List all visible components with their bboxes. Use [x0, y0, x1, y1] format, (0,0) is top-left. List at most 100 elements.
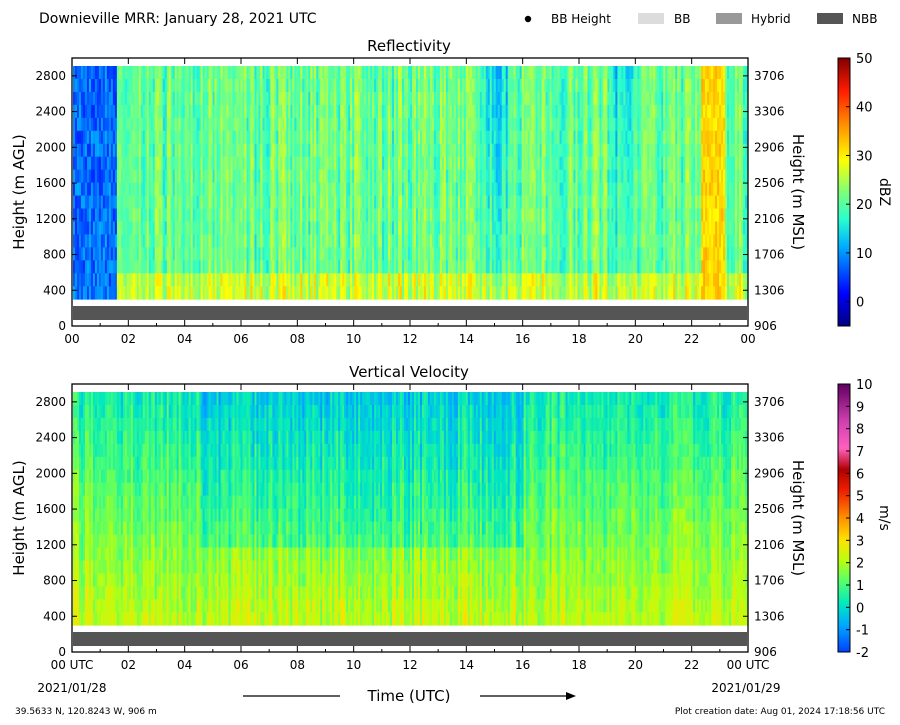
y-tick-label: 2800: [35, 395, 66, 409]
y-tick-label: 0: [58, 645, 66, 659]
colorbar-tick-label: 1: [856, 579, 864, 594]
legend: BB Height BB Hybrid NBB: [524, 12, 877, 26]
legend-label-bb-height: BB Height: [551, 12, 611, 26]
y-right-tick-label: 3306: [754, 431, 785, 445]
y-tick-label: 1600: [35, 176, 66, 190]
y-right-tick-label: 2506: [754, 176, 785, 190]
colorbar-tick-label: 0: [856, 296, 864, 311]
y-tick-label: 400: [43, 609, 66, 623]
y-right-tick-label: 1706: [754, 574, 785, 588]
y-tick-label: 1200: [35, 538, 66, 552]
reflectivity-heatmap: [73, 66, 748, 300]
reflectivity-colorbar-label: dBZ: [876, 178, 892, 206]
colorbar-tick-label: 8: [856, 423, 864, 438]
x-tick-label: 08: [290, 332, 305, 346]
colorbar-tick-label: 3: [856, 534, 864, 549]
y-right-tick-label: 1306: [754, 609, 785, 623]
x-tick-label: 08: [290, 658, 305, 672]
x-tick-label: 20: [628, 332, 643, 346]
vertical-velocity-ylabel-right: Height (m MSL): [789, 460, 807, 576]
y-right-tick-label: 3306: [754, 105, 785, 119]
y-tick-label: 0: [58, 319, 66, 333]
reflectivity-y-ticks-right: 906 1306 1706 2106 2506 2906 3306 3706: [743, 69, 785, 333]
colorbar-tick-label: 40: [856, 101, 873, 116]
reflectivity-ylabel: Height (m AGL): [10, 134, 28, 249]
y-tick-label: 2800: [35, 69, 66, 83]
x-tick-label: 16: [515, 332, 530, 346]
date-start: 2021/01/28: [37, 681, 106, 695]
reflectivity-colorbar: [837, 57, 851, 327]
x-tick-label: 16: [515, 658, 530, 672]
vertical-velocity-x-ticks: 00 UTC 02 04 06 08 10 12 14 16 18 20 22 00 UTC: [51, 384, 770, 672]
figure-title: Downieville MRR: January 28, 2021 UTC: [39, 11, 317, 27]
y-right-tick-label: 3706: [754, 395, 785, 409]
colorbar-tick-label: 5: [856, 490, 864, 505]
reflectivity-x-ticks: 00 02 04 06 08 10 12 14 16 18 20 22 00: [64, 58, 756, 346]
x-tick-label: 14: [459, 332, 474, 346]
colorbar-tick-label: 9: [856, 400, 864, 415]
colorbar-tick-label: 2: [856, 557, 864, 572]
reflectivity-y-ticks: 0 400 800 1200 1600 2000 2400 2800: [35, 69, 77, 333]
y-right-tick-label: 1306: [754, 283, 785, 297]
y-tick-label: 800: [43, 248, 66, 262]
y-right-tick-label: 1706: [754, 248, 785, 262]
x-tick-label: 04: [177, 332, 192, 346]
y-tick-label: 2400: [35, 431, 66, 445]
reflectivity-nbb-band: [73, 306, 747, 320]
y-tick-label: 1200: [35, 212, 66, 226]
colorbar-tick-label: 6: [856, 467, 864, 482]
legend-swatch-hybrid: [716, 13, 742, 24]
vertical-velocity-colorbar-label: m/s: [876, 505, 892, 531]
y-tick-label: 2000: [35, 140, 66, 154]
legend-bb-height-dot: [524, 15, 532, 23]
vertical-velocity-y-ticks-right: 906 1306 1706 2106 2506 2906 3306 3706: [743, 395, 785, 659]
x-tick-label: 00 UTC: [51, 658, 94, 672]
legend-label-bb: BB: [674, 12, 690, 26]
x-tick-label: 10: [346, 658, 361, 672]
reflectivity-panel: Reflectivity 040080012001600200024002800…: [10, 37, 892, 346]
time-arrow-head-icon: [566, 692, 576, 700]
vertical-velocity-y-ticks: 0 400 800 1200 1600 2000 2400 2800: [35, 395, 77, 659]
x-tick-label: 14: [459, 658, 474, 672]
vertical-velocity-ylabel: Height (m AGL): [10, 460, 28, 575]
date-end: 2021/01/29: [711, 681, 780, 695]
colorbar-tick-label: 20: [856, 198, 873, 213]
colorbar-tick-label: 0: [856, 601, 864, 616]
y-right-tick-label: 3706: [754, 69, 785, 83]
x-tick-label: 06: [233, 658, 248, 672]
y-tick-label: 400: [43, 283, 66, 297]
x-tick-label: 20: [628, 658, 643, 672]
x-tick-label: 06: [233, 332, 248, 346]
colorbar-tick-label: 7: [856, 445, 864, 460]
x-tick-label: 18: [571, 658, 586, 672]
x-tick-label: 04: [177, 658, 192, 672]
vertical-velocity-colorbar-ticks: -2 -1 0 1 2 3 4 5 6 7 8 9 10: [846, 378, 873, 661]
reflectivity-ylabel-right: Height (m MSL): [789, 134, 807, 250]
y-tick-label: 2400: [35, 105, 66, 119]
legend-label-hybrid: Hybrid: [751, 12, 791, 26]
colorbar-tick-label: 30: [856, 149, 873, 164]
y-tick-label: 800: [43, 574, 66, 588]
legend-label-nbb: NBB: [852, 12, 877, 26]
y-right-tick-label: 906: [754, 645, 777, 659]
legend-swatch-bb: [638, 13, 664, 24]
colorbar-tick-label: 10: [856, 247, 873, 262]
x-tick-label: 02: [121, 332, 136, 346]
y-right-tick-label: 2106: [754, 538, 785, 552]
vertical-velocity-title: Vertical Velocity: [349, 363, 469, 381]
x-tick-label: 12: [402, 332, 417, 346]
x-tick-label: 02: [121, 658, 136, 672]
x-tick-label: 18: [571, 332, 586, 346]
legend-swatch-nbb: [817, 13, 843, 24]
colorbar-tick-label: -2: [856, 646, 869, 661]
x-tick-label: 00: [64, 332, 79, 346]
x-tick-label: 22: [684, 658, 699, 672]
station-location: 39.5633 N, 120.8243 W, 906 m: [15, 707, 157, 717]
x-tick-label: 22: [684, 332, 699, 346]
reflectivity-title: Reflectivity: [367, 37, 451, 55]
colorbar-tick-label: 50: [856, 52, 873, 67]
vertical-velocity-heatmap: [73, 392, 748, 626]
x-tick-label: 00: [740, 332, 755, 346]
x-tick-label: 00 UTC: [727, 658, 770, 672]
